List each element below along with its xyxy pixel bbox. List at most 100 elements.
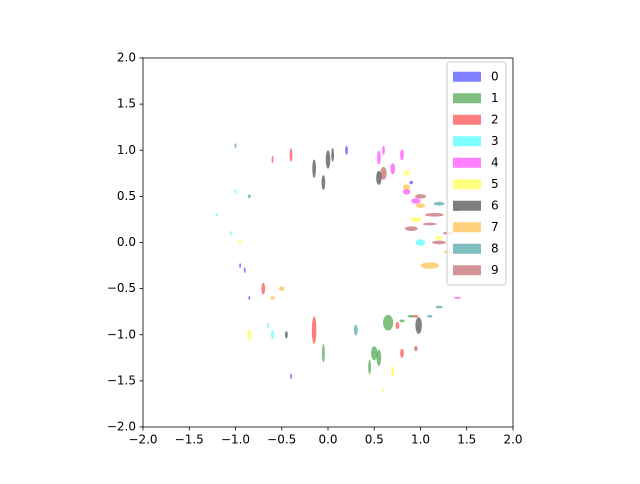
ellipse-marker [234, 143, 237, 148]
ellipse-marker [453, 296, 462, 299]
x-tick-label: −1.0 [221, 433, 250, 447]
ellipse-marker [229, 230, 232, 236]
ellipse-marker [415, 239, 426, 246]
y-tick-label: −2.0 [107, 420, 136, 434]
ellipse-marker [390, 163, 396, 175]
ellipse-marker [426, 314, 433, 318]
ellipse-marker [383, 314, 394, 331]
legend-label: 0 [491, 69, 499, 83]
y-tick-label: 0.0 [117, 235, 136, 249]
x-tick-label: 0.5 [365, 433, 384, 447]
x-tick-label: −0.5 [267, 433, 296, 447]
ellipse-marker [289, 147, 293, 162]
ellipse-marker [271, 155, 274, 164]
ellipse-marker [377, 150, 381, 165]
ellipse-marker [435, 236, 443, 240]
ellipse-marker [407, 314, 415, 318]
ellipse-marker [399, 319, 405, 323]
x-tick-label: 0.0 [318, 433, 337, 447]
ellipse-marker [345, 145, 348, 155]
ellipse-marker [415, 203, 426, 208]
ellipse-marker [382, 145, 385, 155]
legend-label: 8 [491, 241, 499, 255]
ellipse-marker [247, 329, 252, 341]
ellipse-marker [420, 262, 439, 269]
ellipse-marker [403, 170, 410, 177]
ellipse-marker [413, 314, 419, 318]
ellipse-marker [321, 175, 326, 190]
y-tick-label: −1.5 [107, 373, 136, 387]
ellipse-marker [411, 198, 421, 204]
y-tick-label: 2.0 [117, 51, 136, 65]
x-tick-label: −1.5 [175, 433, 204, 447]
y-tick-label: −0.5 [107, 281, 136, 295]
ellipse-marker [247, 194, 251, 199]
legend-swatch [453, 114, 481, 125]
ellipse-marker [284, 331, 288, 339]
legend-label: 7 [491, 220, 499, 234]
ellipse-marker [266, 322, 269, 329]
ellipse-marker [239, 263, 242, 268]
ellipse-marker [331, 147, 335, 162]
y-tick-label: 1.0 [117, 143, 136, 157]
ellipse-marker [270, 296, 275, 300]
x-tick-label: 2.0 [503, 433, 522, 447]
legend-label: 2 [491, 112, 499, 126]
ellipse-marker [368, 359, 372, 375]
ellipse-marker [325, 150, 331, 169]
legend-swatch [453, 179, 481, 190]
legend-label: 3 [491, 134, 499, 148]
legend-swatch [453, 71, 481, 82]
ellipse-marker [382, 387, 385, 393]
legend-swatch [453, 200, 481, 211]
legend-label: 1 [491, 91, 499, 105]
legend-swatch [453, 243, 481, 254]
ellipse-marker [216, 212, 218, 217]
ellipse-marker [278, 286, 285, 291]
ellipse-marker [248, 296, 251, 300]
legend-swatch [453, 265, 481, 276]
ellipse-marker [432, 240, 446, 245]
ellipse-marker [321, 343, 325, 363]
legend-swatch [453, 157, 481, 168]
x-tick-label: 1.0 [411, 433, 430, 447]
ellipse-marker [410, 217, 422, 222]
ellipse-marker [234, 189, 237, 195]
ellipse-marker [238, 240, 242, 245]
legend-label: 4 [491, 155, 499, 169]
legend: 0 1 2 3 4 5 6 7 8 9 [446, 61, 507, 286]
legend-label: 5 [491, 177, 499, 191]
ellipse-marker [391, 366, 395, 378]
ellipse-marker [380, 166, 387, 180]
ellipse-marker [414, 345, 418, 352]
ellipse-marker [414, 194, 427, 199]
ellipse-marker [400, 348, 404, 358]
ellipse-marker [290, 373, 292, 380]
ellipse-marker [311, 316, 317, 344]
ellipse-marker [400, 149, 404, 161]
y-tick-label: 1.5 [117, 97, 136, 111]
legend-label: 9 [491, 263, 499, 277]
ellipse-marker [376, 349, 382, 367]
ellipse-marker [353, 324, 358, 336]
ellipse-marker [312, 159, 316, 178]
ellipse-marker [425, 212, 444, 217]
x-tick-label: 1.5 [457, 433, 476, 447]
ellipse-marker [271, 330, 274, 340]
legend-swatch [453, 136, 481, 147]
ellipse-marker [435, 305, 443, 309]
legend-label: 6 [491, 198, 499, 212]
y-tick-label: −1.0 [107, 327, 136, 341]
ellipse-marker [395, 321, 400, 330]
ellipse-marker [371, 346, 378, 361]
ellipse-marker [404, 226, 418, 231]
ellipse-marker [422, 222, 437, 226]
ellipse-marker [261, 282, 266, 295]
legend-swatch [453, 222, 481, 233]
legend-swatch [453, 93, 481, 104]
ellipse-marker [409, 180, 414, 185]
ellipse-marker [402, 184, 411, 190]
ellipse-marker [415, 317, 422, 334]
